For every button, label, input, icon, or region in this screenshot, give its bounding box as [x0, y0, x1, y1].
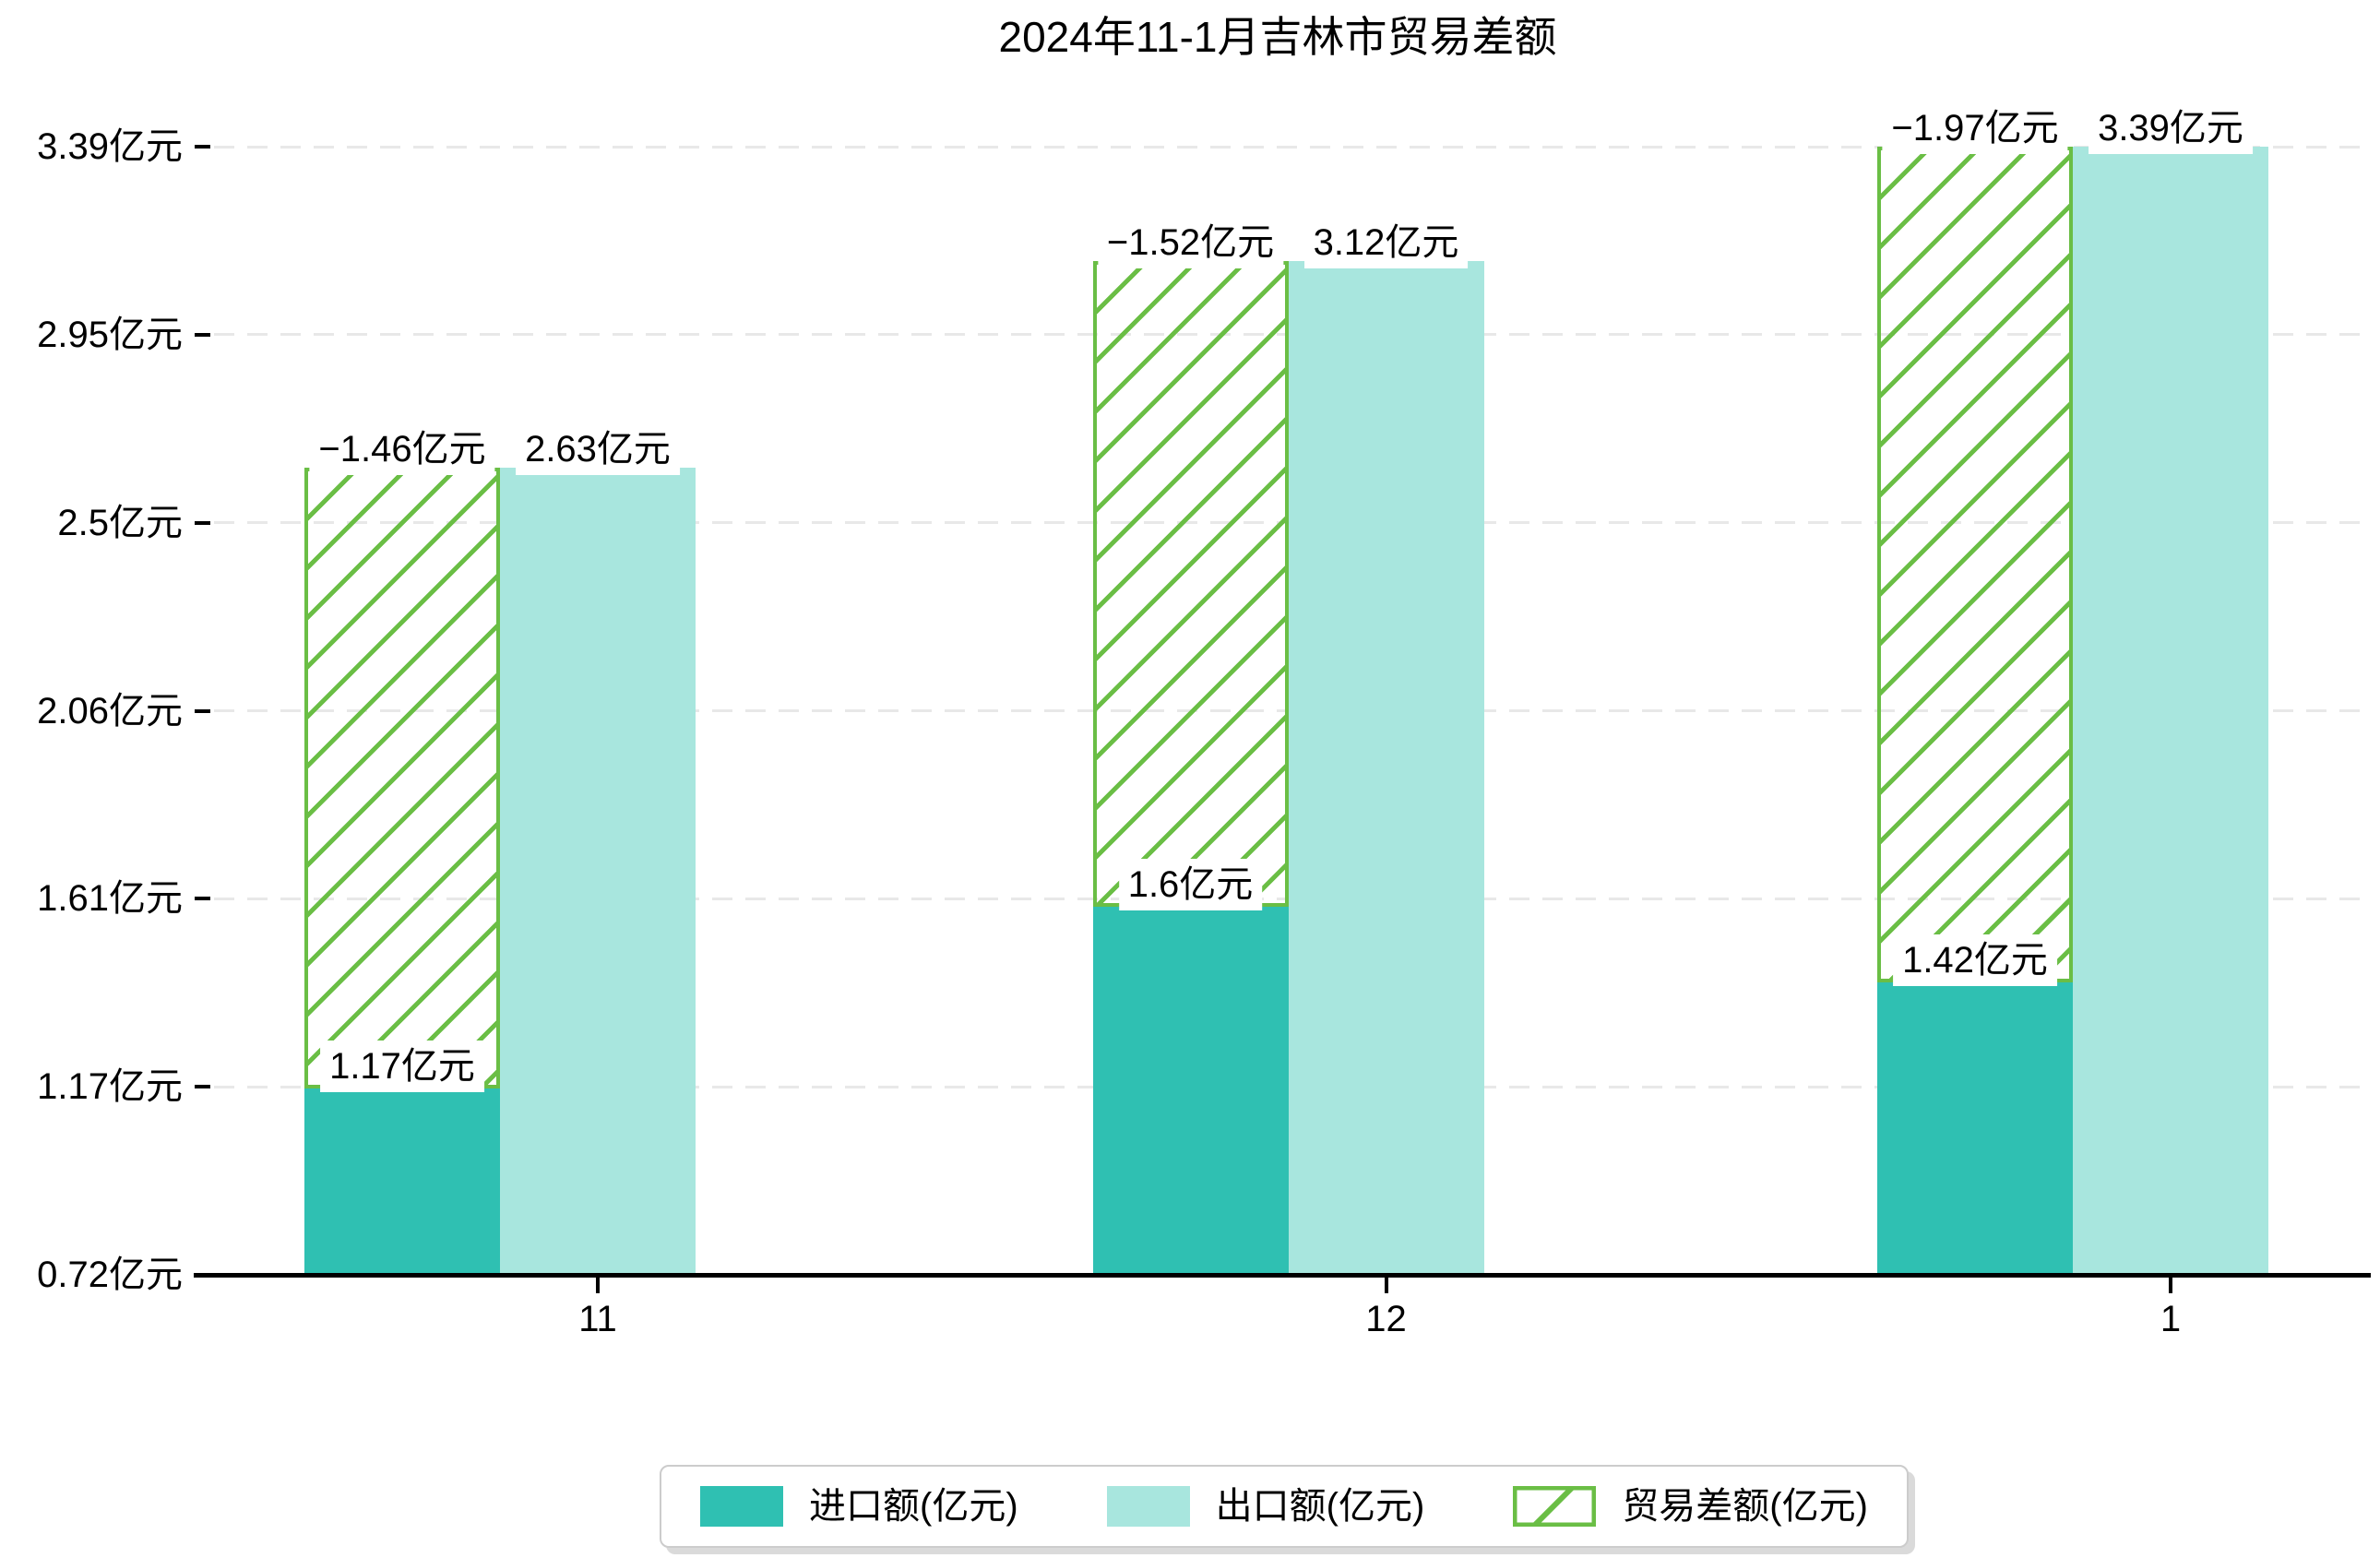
y-axis-tick-label: 0.72亿元 — [37, 1255, 183, 1295]
y-axis-tick-label: 1.61亿元 — [37, 878, 183, 920]
import-value-label: 1.42亿元 — [1893, 934, 2057, 987]
export-value-label: 3.39亿元 — [2088, 102, 2253, 154]
y-axis-tick-label: 3.39亿元 — [37, 126, 183, 167]
trade-balance-bar — [1092, 260, 1289, 907]
trade-balance-bar — [1877, 147, 2073, 983]
import-value-label: 1.17亿元 — [320, 1040, 484, 1092]
export-swatch-icon — [1106, 1486, 1190, 1527]
y-axis-tick — [195, 1085, 210, 1089]
y-axis-tick-label: 2.06亿元 — [37, 690, 183, 731]
y-axis-tick — [195, 332, 210, 337]
export-value-label: 3.12亿元 — [1303, 216, 1469, 268]
chart-title: 2024年11-1月吉林市贸易差额 — [998, 13, 1557, 61]
x-axis-tick-label: 11 — [578, 1299, 617, 1339]
y-axis-tick — [195, 897, 210, 901]
balance-value-label: −1.46亿元 — [309, 423, 495, 476]
x-axis-line — [194, 1273, 2371, 1278]
legend-label-import: 进口额(亿元) — [809, 1486, 1018, 1527]
import-value-label: 1.6亿元 — [1118, 858, 1263, 910]
balance-value-label: −1.52亿元 — [1097, 216, 1284, 268]
x-axis-tick — [1384, 1277, 1388, 1293]
trade-balance-bar — [304, 468, 500, 1088]
x-axis-tick-label: 12 — [1365, 1299, 1407, 1339]
x-axis-tick-label: 1 — [2160, 1299, 2182, 1339]
export-bar — [2073, 147, 2268, 1275]
legend-item-balance: 贸易差额(亿元) — [1512, 1483, 1868, 1529]
y-axis-tick — [195, 520, 210, 525]
export-bar — [500, 468, 696, 1275]
legend-item-export: 出口额(亿元) — [1106, 1484, 1425, 1528]
y-axis-tick — [195, 708, 210, 713]
x-axis-tick — [2169, 1277, 2172, 1293]
y-axis-tick-label: 2.95亿元 — [37, 314, 183, 355]
export-value-label: 2.63亿元 — [516, 423, 680, 476]
import-swatch-icon — [700, 1486, 784, 1527]
y-gridline — [214, 145, 2362, 149]
legend-label-export: 出口额(亿元) — [1215, 1486, 1425, 1527]
export-bar — [1288, 260, 1484, 1275]
legend-label-balance: 贸易差额(亿元) — [1622, 1486, 1868, 1527]
y-axis-tick-label: 1.17亿元 — [37, 1066, 183, 1108]
import-bar — [1092, 902, 1289, 1275]
balance-value-label: −1.97亿元 — [1882, 102, 2068, 154]
balance-hatch-swatch-icon — [1512, 1483, 1597, 1529]
import-bar — [304, 1084, 500, 1275]
legend-item-import: 进口额(亿元) — [700, 1484, 1018, 1528]
y-axis-tick — [195, 145, 210, 149]
y-axis-tick-label: 2.5亿元 — [57, 502, 183, 543]
import-bar — [1877, 979, 2073, 1275]
legend: 进口额(亿元) 出口额(亿元) 贸易差额(亿元) — [660, 1465, 1909, 1548]
x-axis-tick — [596, 1277, 600, 1293]
